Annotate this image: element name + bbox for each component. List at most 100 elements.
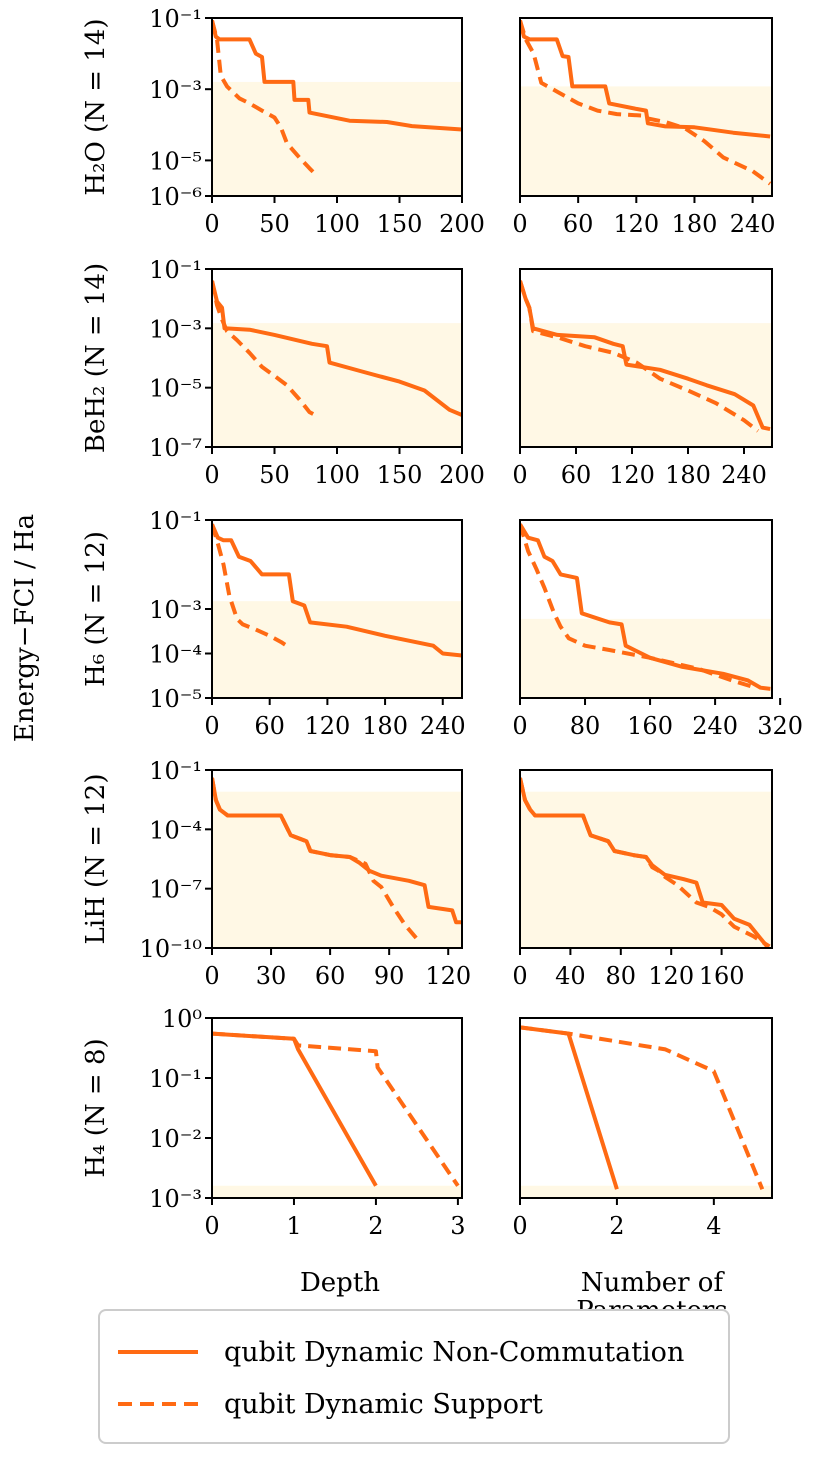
- y-tick-label: 10⁻⁴: [149, 816, 202, 844]
- series-line-support: [520, 19, 772, 186]
- y-tick-label: 10⁻³: [149, 596, 202, 624]
- series-line-non-commutation: [520, 523, 771, 691]
- y-tick-label: 10⁻¹: [149, 5, 202, 33]
- row-label: H₆ (N = 12): [81, 531, 111, 687]
- y-tick-label: 10⁰: [162, 1005, 202, 1033]
- axes-frame: [519, 268, 773, 448]
- x-tick-label: 180: [665, 461, 711, 489]
- x-tick-label: 90: [374, 962, 405, 990]
- x-tick-label: 120: [613, 210, 659, 238]
- panel-r4-c0: 0 1 2 3 10⁰ 10⁻¹ 10⁻² 10⁻³ H₄ (N = 8): [81, 1005, 466, 1240]
- accuracy-band: [520, 86, 772, 196]
- y-tick-label: 10⁻⁵: [149, 147, 202, 175]
- x-tick-label: 150: [377, 210, 423, 238]
- panel-r2-c1: 0 80 160 240 320: [512, 519, 803, 740]
- x-tick-label: 0: [512, 712, 527, 740]
- series-line-non-commutation: [212, 20, 462, 132]
- x-tick-label: 0: [204, 461, 219, 489]
- series-line-support: [212, 777, 419, 940]
- x-tick-label: 100: [314, 210, 360, 238]
- legend-label-support: qubit Dynamic Support: [224, 1388, 543, 1420]
- x-tick-label: 50: [259, 461, 290, 489]
- x-tick-label: 240: [420, 712, 466, 740]
- panel-r3-c0: 0 30 60 90 120 10⁻¹ 10⁻⁴ 10⁻⁷ 10⁻¹⁰ LiH (N = 12): [81, 757, 471, 990]
- y-axis-label: Energy−FCI / Ha: [10, 514, 40, 742]
- series-line-support: [520, 1025, 765, 1190]
- x-tick-label: 60: [563, 210, 594, 238]
- y-tick-label: 10⁻⁶: [149, 183, 202, 211]
- axes-frame: [211, 769, 463, 949]
- x-tick-label: 60: [561, 461, 592, 489]
- axes-frame: [519, 769, 773, 949]
- accuracy-band: [212, 81, 462, 196]
- row-label: H₂O (N = 14): [81, 18, 111, 195]
- x-tick-label: 60: [254, 712, 285, 740]
- x-tick-label: 0: [204, 210, 219, 238]
- series-line-non-commutation: [520, 20, 771, 139]
- accuracy-band: [520, 323, 772, 447]
- x-tick-label: 120: [304, 712, 350, 740]
- x-tick-label: 0: [512, 962, 527, 990]
- legend-label-non-commutation: qubit Dynamic Non-Commutation: [224, 1336, 685, 1368]
- x-tick-label: 2: [368, 1212, 383, 1240]
- legend-dashed-line-icon: [118, 1402, 198, 1406]
- x-axis-label-depth: Depth: [300, 1268, 380, 1298]
- x-tick-label: 0: [204, 1212, 219, 1240]
- axes-frame: [519, 519, 773, 699]
- y-tick-label: 10⁻⁵: [149, 685, 202, 713]
- y-tick-label: 10⁻³: [149, 315, 202, 343]
- series-line-support: [520, 523, 757, 690]
- accuracy-band: [212, 1185, 462, 1198]
- y-tick-label: 10⁻¹: [149, 256, 202, 284]
- series-line-support: [212, 523, 292, 651]
- legend-solid-line-icon: [118, 1350, 198, 1354]
- x-tick-label: 80: [606, 962, 637, 990]
- x-tick-label: 120: [425, 962, 471, 990]
- x-tick-label: 0: [512, 210, 527, 238]
- x-tick-label: 120: [648, 962, 694, 990]
- y-tick-label: 10⁻¹: [149, 507, 202, 535]
- axes-frame: [519, 17, 773, 197]
- row-label: H₄ (N = 8): [81, 1038, 111, 1177]
- accuracy-band: [212, 323, 462, 447]
- x-axis-label-params-line1: Number of: [581, 1268, 726, 1298]
- y-tick-label: 10⁻¹: [149, 1065, 202, 1093]
- panel-r1-c1: 0 60 120 180 240: [512, 268, 773, 489]
- x-tick-label: 2: [609, 1212, 624, 1240]
- x-tick-label: 240: [721, 461, 767, 489]
- panel-r0-c0: 0 50 100 150 200 10⁻¹ 10⁻³ 10⁻⁵ 10⁻⁶ H₂O (N = 14): [81, 5, 485, 238]
- y-tick-label: 10⁻⁴: [149, 641, 202, 669]
- y-tick-label: 10⁻³: [149, 1185, 202, 1213]
- series-line-non-commutation: [212, 523, 462, 658]
- panel-r2-c0: 0 60 120 180 240 10⁻¹ 10⁻³ 10⁻⁴ 10⁻⁵ H₆ (N = 12): [81, 507, 466, 740]
- y-tick-label: 10⁻⁵: [149, 375, 202, 403]
- accuracy-band: [212, 601, 462, 698]
- x-tick-label: 4: [706, 1212, 721, 1240]
- x-tick-label: 1: [286, 1212, 301, 1240]
- series-line-non-commutation: [212, 280, 462, 417]
- series-line-support: [520, 280, 760, 433]
- series-line-support: [212, 19, 318, 177]
- y-tick-label: 10⁻³: [149, 76, 202, 104]
- panel-r4-c1: 0 2 4: [512, 1017, 773, 1240]
- series-line-non-commutation: [212, 1031, 378, 1187]
- legend: qubit Dynamic Non-Commutation qubit Dyna…: [98, 1309, 730, 1444]
- x-tick-label: 240: [730, 210, 776, 238]
- legend-item-dashed: qubit Dynamic Support: [118, 1384, 543, 1424]
- panel-r0-c1: 0 60 120 180 240: [512, 17, 776, 238]
- axes-frame: [211, 1017, 463, 1199]
- series-line-support: [520, 777, 771, 948]
- x-tick-label: 0: [204, 962, 219, 990]
- row-label: BeH₂ (N = 14): [81, 263, 111, 453]
- y-tick-label: 10⁻⁷: [149, 434, 202, 462]
- y-tick-label: 10⁻¹: [149, 757, 202, 785]
- x-tick-label: 0: [204, 712, 219, 740]
- x-tick-label: 320: [757, 712, 803, 740]
- x-tick-label: 180: [672, 210, 718, 238]
- x-tick-label: 80: [570, 712, 601, 740]
- axes-frame: [519, 1017, 773, 1199]
- y-tick-label: 10⁻²: [149, 1125, 202, 1153]
- x-tick-label: 180: [362, 712, 408, 740]
- x-tick-label: 240: [692, 712, 738, 740]
